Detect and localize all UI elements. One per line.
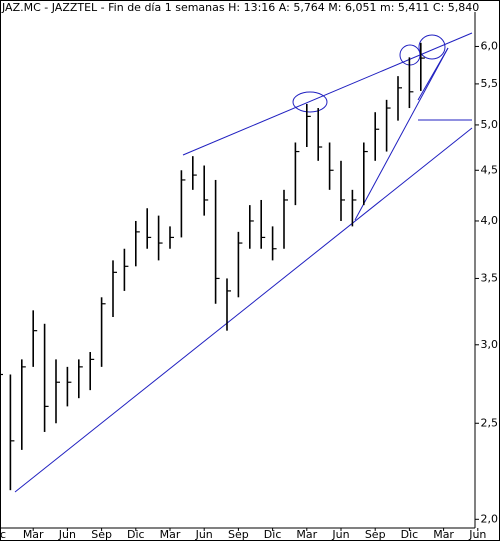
x-tick-label: Dic [264,528,282,541]
y-tick-label: 4,0 [481,214,499,227]
x-tick-label: Sep [365,528,386,541]
y-tick-label: 2,0 [481,512,499,525]
x-tick-label: Jun [58,528,76,541]
y-tick-label: 3,5 [481,271,499,284]
y-tick-label: 5,0 [481,118,499,131]
y-tick-label: 6,0 [481,39,499,52]
x-tick-label: c [0,528,6,541]
x-tick-label: Mar [433,528,454,541]
y-tick-label: 3,0 [481,338,499,351]
y-tick-label: 4,5 [481,163,499,176]
highlight-circle [418,34,446,60]
highlight-circle [292,91,328,113]
y-tick-label: 5,5 [481,77,499,90]
support-line [14,127,473,493]
x-tick-label: Mar [160,528,181,541]
resistance-line [182,32,473,156]
x-tick-label: Sep [91,528,112,541]
x-tick-label: Jun [468,528,486,541]
x-tick-label: Mar [296,528,317,541]
y-tick-label: 2,5 [481,416,499,429]
x-tick-label: Dic [127,528,145,541]
x-tick-label: Jun [331,528,349,541]
trendlines [14,32,473,493]
channel-line [417,47,449,101]
x-tick-label: Dic [401,528,419,541]
x-tick-label: Sep [228,528,249,541]
chart-title: JAZ.MC - JAZZTEL - Fin de día 1 semanas … [1,1,479,14]
x-tick-label: Mar [23,528,44,541]
steep-trendline [354,47,449,221]
x-tick-label: Jun [195,528,213,541]
